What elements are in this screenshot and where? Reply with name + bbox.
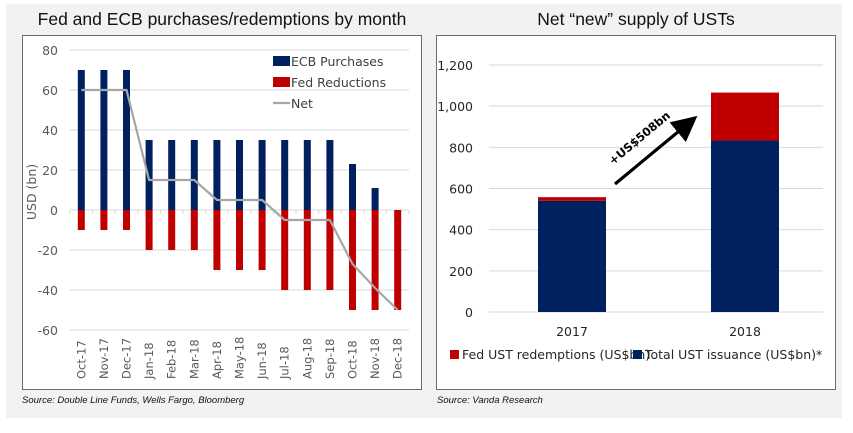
ecb-purchase-bar [145, 140, 153, 210]
x-tick-label: Apr-18 [210, 341, 224, 379]
ecb-purchase-bar [100, 70, 108, 210]
legend-label: Fed UST redemptions (US$bn) [462, 347, 650, 362]
net-line [81, 88, 399, 311]
left-chart-svg: 80 60 40 20 0 -20 -40 -60 USD (bn) Oct-17 Nov-17 De… [24, 43, 410, 380]
y-tick-label: -60 [38, 323, 58, 338]
ecb-purchase-bar [258, 140, 266, 210]
fed-reduction-bar [281, 210, 289, 290]
fed-reduction-bar [100, 210, 108, 230]
y-tick-label: 80 [42, 43, 58, 58]
fed-reduction-bar [145, 210, 153, 250]
ecb-purchase-bar [236, 140, 243, 210]
y-tick-label: 200 [449, 264, 473, 279]
y-tick-label: 0 [50, 203, 58, 218]
arrow-annotation-label: +US$508bn [606, 108, 673, 167]
increase-arrow [613, 115, 698, 186]
fed-reduction-bar [190, 210, 198, 250]
y-tick-label: 20 [42, 163, 58, 178]
y-tick-label: -40 [38, 283, 58, 298]
y-tick-label: 1,200 [437, 58, 473, 73]
x-tick-label: Jul-18 [278, 346, 292, 380]
x-tick-label: Feb-18 [165, 340, 179, 379]
y-tick-label: 1,000 [437, 99, 473, 114]
x-tick-label: Nov-17 [97, 338, 111, 379]
legend-label: ECB Purchases [291, 54, 383, 69]
fed-reduction-bar [371, 210, 379, 310]
x-tick-label: Oct-17 [74, 340, 88, 379]
total-issuance-bar [538, 200, 606, 312]
ecb-purchase-bar [349, 164, 356, 210]
ecb-purchase-bar [371, 188, 379, 210]
y-tick-label: 60 [42, 83, 58, 98]
y-axis-label: USD (bn) [24, 164, 39, 220]
x-tick-label: Oct-18 [346, 340, 360, 379]
fed-reduction-bar [236, 210, 243, 270]
x-tick-label: Aug-18 [300, 338, 314, 379]
x-tick-label: Mar-18 [187, 339, 201, 379]
legend-swatch-issuance [633, 350, 642, 359]
fed-reduction-bar [168, 210, 176, 250]
ecb-purchase-bar [303, 140, 311, 210]
y-tick-label: 600 [449, 182, 473, 197]
x-tick-label: Jun-18 [255, 342, 269, 380]
ecb-purchase-bar [123, 70, 130, 210]
ecb-purchase-bar [190, 140, 198, 210]
fed-reduction-bar [326, 210, 334, 290]
left-chart-title: Fed and ECB purchases/redemptions by mon… [37, 9, 407, 29]
ecb-purchase-bar [213, 140, 221, 210]
legend-label: Fed Reductions [291, 75, 386, 90]
ecb-purchase-bar [77, 70, 85, 210]
fed-redemptions-bar [538, 197, 606, 201]
y-tick-label: 800 [449, 140, 473, 155]
y-tick-label: -20 [38, 243, 58, 258]
legend-label: Net [291, 96, 313, 111]
ecb-purchase-bar [281, 140, 289, 210]
fed-reduction-bar [349, 210, 356, 310]
legend-label: Total UST issuance (US$bn)* [644, 347, 822, 362]
fed-reduction-bar [394, 210, 402, 310]
ecb-purchase-bar [326, 140, 334, 210]
fed-reduction-bar [258, 210, 266, 270]
y-tick-label: 40 [42, 123, 58, 138]
legend-swatch-ecb [273, 56, 290, 66]
legend-swatch-redemptions [450, 350, 459, 359]
fed-reduction-bar [303, 210, 311, 290]
fed-reduction-bar [213, 210, 221, 270]
right-chart-svg: 0 200 400 600 800 1,000 1,200 2017 2018 +US$508bn… [437, 58, 823, 362]
fed-reduction-bar [77, 210, 85, 230]
x-tick-label: Dec-17 [120, 338, 134, 379]
x-tick-label: Jan-18 [142, 342, 156, 380]
right-chart-title: Net “new” supply of USTs [537, 9, 735, 29]
fed-redemptions-bar [711, 92, 779, 141]
y-tick-label: 400 [449, 223, 473, 238]
x-tick-label: Dec-18 [391, 338, 405, 379]
left-chart-frame: 80 60 40 20 0 -20 -40 -60 USD (bn) Oct-17 Nov-17 De… [22, 35, 422, 390]
x-tick-label: 2018 [729, 324, 761, 339]
x-tick-label: May-18 [233, 337, 247, 379]
fed-reduction-bar [123, 210, 130, 230]
left-chart-source: Source: Double Line Funds, Wells Fargo, … [22, 395, 245, 406]
right-chart-frame: 0 200 400 600 800 1,000 1,200 2017 2018 +US$508bn… [436, 35, 836, 390]
total-issuance-bar [711, 140, 779, 312]
x-tick-label: 2017 [556, 324, 588, 339]
x-tick-label: Sep-18 [323, 339, 337, 379]
legend-swatch-fed [273, 77, 290, 87]
x-tick-label: Nov-18 [368, 338, 382, 379]
y-tick-label: 0 [465, 305, 473, 320]
right-chart-source: Source: Vanda Research [437, 395, 543, 406]
ecb-purchase-bar [168, 140, 176, 210]
